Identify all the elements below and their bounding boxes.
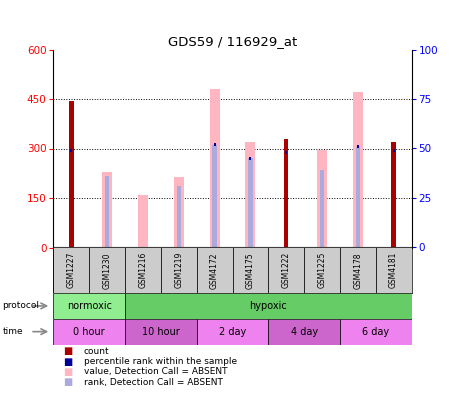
Bar [53, 248, 89, 293]
Bar [285, 151, 287, 154]
Text: 4 day: 4 day [291, 327, 318, 337]
Bar [248, 158, 252, 248]
Text: 6 day: 6 day [362, 327, 389, 337]
Bar [125, 248, 161, 293]
Text: 10 hour: 10 hour [142, 327, 180, 337]
Bar [197, 319, 268, 345]
Bar [249, 157, 252, 160]
Title: GDS59 / 116929_at: GDS59 / 116929_at [168, 35, 297, 48]
Text: GSM1225: GSM1225 [318, 252, 326, 288]
Bar [102, 171, 112, 248]
Text: percentile rank within the sample: percentile rank within the sample [84, 357, 237, 366]
Text: GSM1227: GSM1227 [67, 252, 76, 288]
Text: protocol: protocol [2, 301, 40, 310]
Bar [125, 319, 197, 345]
Bar [138, 195, 148, 248]
Bar [392, 149, 395, 152]
Bar [353, 92, 363, 248]
Bar [246, 142, 255, 248]
Text: GSM1222: GSM1222 [282, 252, 291, 288]
Bar [177, 186, 181, 248]
Bar [125, 293, 412, 319]
Bar [105, 176, 109, 248]
Text: time: time [2, 327, 23, 336]
Bar [357, 145, 359, 148]
Text: rank, Detection Call = ABSENT: rank, Detection Call = ABSENT [84, 378, 223, 386]
Text: 2 day: 2 day [219, 327, 246, 337]
Text: 0 hour: 0 hour [73, 327, 105, 337]
Text: GSM4172: GSM4172 [210, 252, 219, 289]
Bar [89, 248, 125, 293]
Bar [213, 145, 217, 248]
Text: ■: ■ [63, 356, 72, 367]
Text: ■: ■ [63, 377, 72, 387]
Bar [70, 149, 73, 152]
Text: GSM4178: GSM4178 [353, 252, 362, 289]
Bar [317, 150, 327, 248]
Bar [392, 142, 396, 248]
Bar [268, 319, 340, 345]
Text: count: count [84, 347, 109, 356]
Bar [340, 319, 412, 345]
Text: value, Detection Call = ABSENT: value, Detection Call = ABSENT [84, 367, 227, 376]
Bar [197, 248, 232, 293]
Text: hypoxic: hypoxic [249, 301, 287, 311]
Text: GSM1216: GSM1216 [139, 252, 147, 288]
Bar [376, 248, 412, 293]
Bar [53, 293, 125, 319]
Text: GSM4175: GSM4175 [246, 252, 255, 289]
Bar [284, 139, 288, 248]
Bar [356, 147, 360, 248]
Text: ■: ■ [63, 367, 72, 377]
Bar [161, 248, 197, 293]
Bar [174, 177, 184, 248]
Text: GSM4181: GSM4181 [389, 252, 398, 288]
Text: normoxic: normoxic [67, 301, 112, 311]
Text: GSM1230: GSM1230 [103, 252, 112, 289]
Text: ■: ■ [63, 346, 72, 356]
Text: GSM1219: GSM1219 [174, 252, 183, 288]
Bar [210, 89, 219, 248]
Bar [320, 170, 324, 248]
Bar [53, 319, 125, 345]
Bar [304, 248, 340, 293]
Bar [213, 143, 216, 146]
Bar [232, 248, 268, 293]
Bar [268, 248, 304, 293]
Bar [69, 101, 73, 248]
Bar [340, 248, 376, 293]
